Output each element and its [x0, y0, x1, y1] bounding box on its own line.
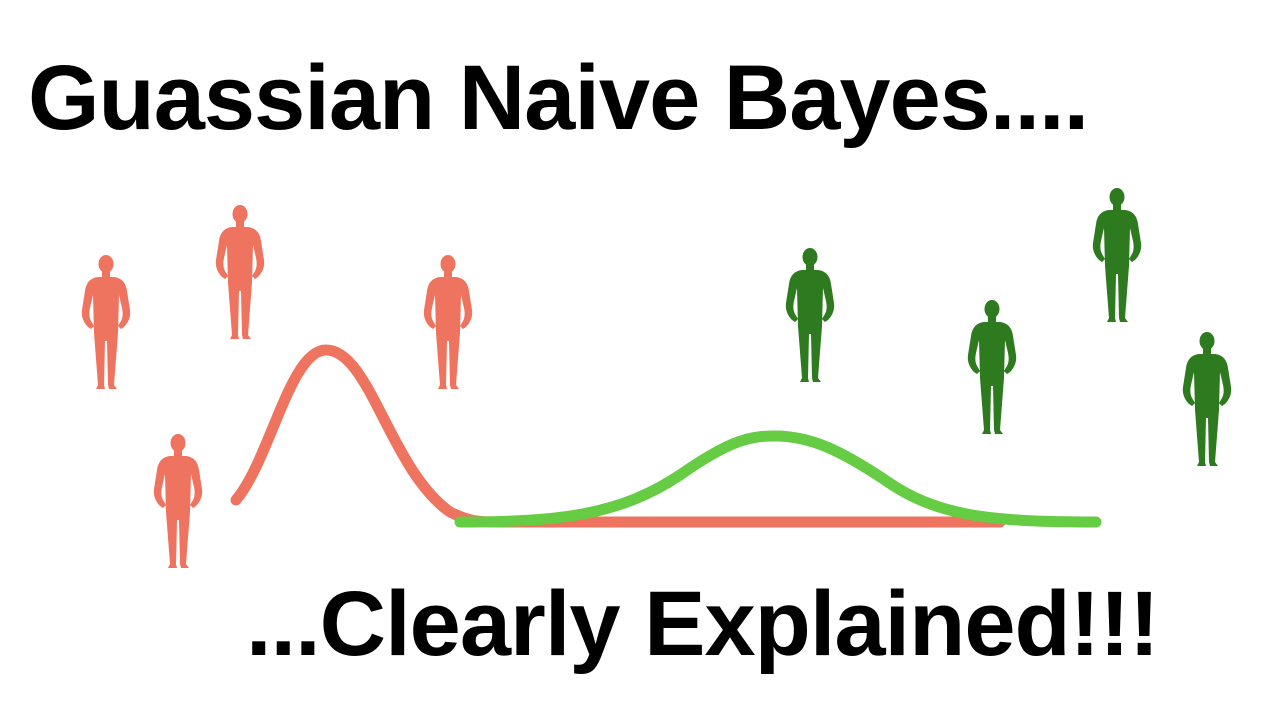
person-icon-b3 — [967, 300, 1017, 434]
subtitle: ...Clearly Explained!!! — [246, 573, 1160, 675]
person-icon-b1 — [785, 248, 835, 382]
person-icon-a1 — [81, 255, 131, 389]
title: Guassian Naive Bayes.... — [28, 47, 1089, 149]
distribution-curve-a — [230, 344, 1006, 528]
person-icon-a3 — [423, 255, 473, 389]
person-icon-a4 — [153, 434, 203, 568]
distribution-curve-b — [454, 430, 1102, 528]
person-icon-b2 — [1092, 188, 1142, 322]
person-icon-b4 — [1182, 332, 1232, 466]
person-icon-a2 — [215, 205, 265, 339]
